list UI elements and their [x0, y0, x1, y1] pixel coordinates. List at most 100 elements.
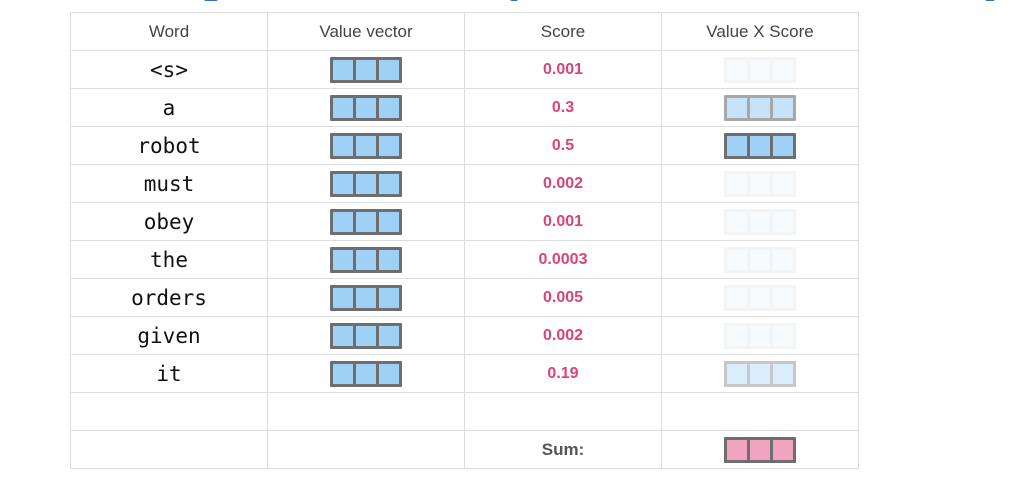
empty-cell [70, 430, 268, 469]
vector-cell [379, 287, 399, 308]
value-vector [330, 56, 402, 83]
word-cell: obey [70, 202, 268, 241]
vector-cell [773, 325, 793, 346]
table-row: robot 0.5 [70, 126, 859, 165]
empty-cell [464, 392, 662, 431]
value-vector-cell [267, 354, 465, 393]
vector-cell [379, 97, 399, 118]
vector-cell [356, 173, 376, 194]
vector-cell [333, 325, 353, 346]
vector-cell [333, 211, 353, 232]
score-cell: 0.3 [464, 88, 662, 127]
weighted-vector-cell [661, 240, 859, 279]
table-row: obey 0.001 [70, 202, 859, 241]
vector-cell [773, 287, 793, 308]
word-cell: given [70, 316, 268, 355]
header-row: Word Value vector Score Value X Score [70, 12, 859, 51]
value-vector [724, 56, 796, 83]
vector-cell [750, 97, 770, 118]
vector-cell [333, 249, 353, 270]
value-vector-cell [267, 202, 465, 241]
value-vector [724, 94, 796, 121]
word-cell: orders [70, 278, 268, 317]
table-row: orders 0.005 [70, 278, 859, 317]
weighted-vector-cell [661, 164, 859, 203]
vector-cell [379, 363, 399, 384]
value-vector [330, 322, 402, 349]
empty-cell [267, 392, 465, 431]
value-vector [330, 284, 402, 311]
score-cell: 0.001 [464, 202, 662, 241]
vector-cell [750, 439, 770, 460]
word-cell: it [70, 354, 268, 393]
word-cell: <s> [70, 50, 268, 89]
value-vector-cell [267, 316, 465, 355]
word-cell: robot [70, 126, 268, 165]
score-cell: 0.002 [464, 164, 662, 203]
value-vector-cell [267, 240, 465, 279]
sum-vector-cell [661, 430, 859, 469]
header-score: Score [464, 12, 662, 51]
table-row: it 0.19 [70, 354, 859, 393]
score-cell: 0.5 [464, 126, 662, 165]
vector-cell [356, 211, 376, 232]
vector-cell [333, 173, 353, 194]
value-vector [330, 208, 402, 235]
vector-cell [773, 173, 793, 194]
score-cell: 0.002 [464, 316, 662, 355]
word-cell: must [70, 164, 268, 203]
sum-vector [724, 436, 796, 463]
value-vector-cell [267, 164, 465, 203]
cropped-header-strip [0, 0, 1024, 8]
empty-cell [661, 392, 859, 431]
vector-cell [727, 211, 747, 232]
vector-cell [356, 325, 376, 346]
vector-cell [727, 249, 747, 270]
value-vector [724, 132, 796, 159]
vector-cell [773, 249, 793, 270]
word-cell: the [70, 240, 268, 279]
vector-cell [356, 363, 376, 384]
cropped-text-fragment [985, 0, 995, 1]
weighted-vector-cell [661, 126, 859, 165]
empty-cell [267, 430, 465, 469]
vector-cell [773, 363, 793, 384]
vector-cell [356, 287, 376, 308]
table-row: the 0.0003 [70, 240, 859, 279]
header-value-x-score: Value X Score [661, 12, 859, 51]
value-vector [724, 170, 796, 197]
vector-cell [356, 135, 376, 156]
vector-cell [750, 287, 770, 308]
word-cell: a [70, 88, 268, 127]
value-vector [330, 246, 402, 273]
attention-table: Word Value vector Score Value X Score <s… [70, 12, 859, 469]
cropped-text-fragment [510, 0, 518, 1]
weighted-vector-cell [661, 88, 859, 127]
table-row: <s> 0.001 [70, 50, 859, 89]
vector-cell [333, 135, 353, 156]
table-body: <s> 0.001 a 0.3 robot 0.5 must 0.002 obey 0.001 th… [70, 50, 859, 393]
score-cell: 0.19 [464, 354, 662, 393]
empty-row [70, 392, 859, 431]
weighted-vector-cell [661, 202, 859, 241]
vector-cell [727, 173, 747, 194]
vector-cell [750, 249, 770, 270]
vector-cell [356, 97, 376, 118]
table-row: a 0.3 [70, 88, 859, 127]
sum-row: Sum: [70, 430, 859, 469]
vector-cell [750, 325, 770, 346]
weighted-vector-cell [661, 354, 859, 393]
vector-cell [379, 135, 399, 156]
score-cell: 0.001 [464, 50, 662, 89]
vector-cell [356, 59, 376, 80]
vector-cell [750, 173, 770, 194]
cropped-text-fragment [204, 0, 218, 1]
vector-cell [727, 325, 747, 346]
vector-cell [727, 135, 747, 156]
vector-cell [750, 135, 770, 156]
vector-cell [750, 59, 770, 80]
value-vector [724, 208, 796, 235]
value-vector-cell [267, 50, 465, 89]
score-cell: 0.005 [464, 278, 662, 317]
vector-cell [727, 59, 747, 80]
